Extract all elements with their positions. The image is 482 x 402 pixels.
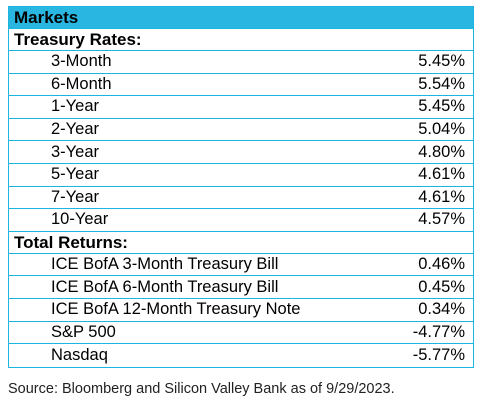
row-value: 5.54% — [418, 74, 465, 93]
row-label: ICE BofA 12-Month Treasury Note — [51, 300, 301, 319]
markets-table: Markets Treasury Rates: 3-Month 5.45% 6-… — [8, 6, 474, 368]
row-value: 0.46% — [418, 255, 465, 274]
row-label: ICE BofA 3-Month Treasury Bill — [51, 255, 279, 274]
row-label: S&P 500 — [51, 322, 116, 341]
markets-title: Markets — [9, 7, 473, 29]
row-value: 5.04% — [418, 120, 465, 139]
row-value: 4.80% — [418, 142, 465, 161]
row-label: 10-Year — [51, 210, 109, 229]
table-row: 1-Year 5.45% — [9, 96, 473, 119]
row-value: 5.45% — [418, 97, 465, 116]
table-row: ICE BofA 6-Month Treasury Bill 0.45% — [9, 276, 473, 299]
row-label: 3-Month — [51, 52, 112, 71]
table-row: 7-Year 4.61% — [9, 187, 473, 210]
row-label: 1-Year — [51, 97, 100, 116]
row-label: 6-Month — [51, 74, 112, 93]
table-row: ICE BofA 3-Month Treasury Bill 0.46% — [9, 254, 473, 277]
total-returns-rows: ICE BofA 3-Month Treasury Bill 0.46% ICE… — [9, 254, 473, 367]
table-row: 10-Year 4.57% — [9, 209, 473, 232]
row-value: 5.45% — [418, 52, 465, 71]
row-label: 2-Year — [51, 120, 100, 139]
table-row: 3-Month 5.45% — [9, 51, 473, 74]
source-note: Source: Bloomberg and Silicon Valley Ban… — [8, 381, 395, 397]
row-value: -4.77% — [412, 322, 465, 341]
table-row: 2-Year 5.04% — [9, 119, 473, 142]
table-row: ICE BofA 12-Month Treasury Note 0.34% — [9, 299, 473, 322]
row-value: 4.61% — [418, 187, 465, 206]
table-row: S&P 500 -4.77% — [9, 322, 473, 345]
row-label: Nasdaq — [51, 345, 108, 364]
row-value: 4.61% — [418, 165, 465, 184]
table-row: 3-Year 4.80% — [9, 141, 473, 164]
treasury-rates-header: Treasury Rates: — [9, 29, 473, 51]
row-value: -5.77% — [412, 345, 465, 364]
table-row: 6-Month 5.54% — [9, 74, 473, 97]
row-label: 7-Year — [51, 187, 100, 206]
row-label: ICE BofA 6-Month Treasury Bill — [51, 277, 279, 296]
total-returns-header: Total Returns: — [9, 231, 473, 254]
table-row: Nasdaq -5.77% — [9, 344, 473, 367]
row-value: 0.34% — [418, 300, 465, 319]
table-row: 5-Year 4.61% — [9, 164, 473, 187]
row-label: 5-Year — [51, 165, 100, 184]
row-value: 0.45% — [418, 277, 465, 296]
row-label: 3-Year — [51, 142, 100, 161]
row-value: 4.57% — [418, 210, 465, 229]
treasury-rates-rows: 3-Month 5.45% 6-Month 5.54% 1-Year 5.45%… — [9, 51, 473, 232]
